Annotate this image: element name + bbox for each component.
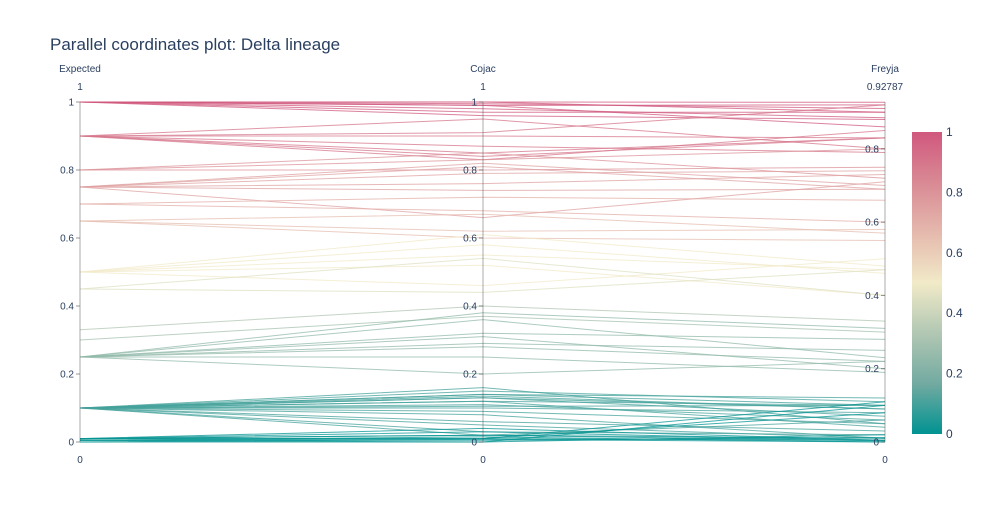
data-line: [79, 234, 886, 273]
data-line: [79, 166, 886, 190]
data-line: [79, 407, 886, 439]
data-line: [79, 336, 886, 370]
tick-label: 0.4: [865, 291, 879, 302]
data-line: [80, 401, 886, 440]
axis-label: Freyja: [871, 64, 899, 75]
axis-max-label: 1: [480, 82, 486, 93]
tick-label: 0: [873, 438, 879, 449]
colorbar-tick-label: 0.6: [946, 246, 963, 260]
tick-label: 0.6: [865, 218, 879, 229]
data-line: [79, 244, 886, 274]
axis-min-label: 0: [77, 455, 83, 466]
data-line: [79, 203, 886, 223]
axis-label: Expected: [59, 64, 101, 75]
tick-label: 1: [471, 98, 477, 109]
data-line: [79, 162, 886, 188]
data-line: [79, 436, 886, 443]
data-line: [79, 342, 886, 358]
data-line: [79, 407, 886, 425]
tick-label: 0.2: [865, 364, 879, 375]
data-line: [79, 196, 886, 205]
colorbar-tick-label: 1: [946, 125, 953, 139]
data-line: [79, 101, 886, 109]
data-line: [79, 101, 886, 120]
data-line: [79, 397, 886, 417]
data-line: [79, 438, 886, 443]
colorbar: 0 0.2 0.4 0.6 0.8 1: [912, 125, 963, 441]
data-line: [79, 257, 886, 296]
data-line: [79, 213, 886, 234]
tick-label: 0.8: [60, 166, 74, 177]
data-line: [79, 135, 886, 153]
data-line: [79, 312, 886, 358]
colorbar-tick-label: 0.8: [946, 185, 963, 199]
data-line: [79, 220, 886, 232]
tick-label: 0: [68, 438, 74, 449]
data-line: [79, 254, 886, 273]
data-line: [80, 135, 886, 139]
tick-label: 0.6: [463, 234, 477, 245]
data-line: [79, 319, 886, 359]
axis-max-label: 0.92787: [867, 82, 904, 93]
data-line: [79, 400, 886, 428]
data-line: [79, 404, 886, 409]
axis-label: Cojac: [470, 64, 496, 75]
data-line: [79, 135, 886, 157]
data-line: [80, 356, 886, 373]
data-line: [79, 390, 886, 409]
tick-label: 0.2: [463, 370, 477, 381]
data-line: [79, 118, 886, 150]
tick-label: 0.2: [60, 370, 74, 381]
data-line: [79, 152, 886, 179]
data-line: [79, 346, 886, 362]
data-line: [79, 101, 886, 128]
data-line: [79, 101, 885, 113]
data-line: [79, 393, 886, 409]
chart-title: Parallel coordinates plot: Delta lineage: [50, 35, 340, 54]
data-line: [79, 181, 886, 219]
data-line: [80, 437, 886, 441]
axis-min-label: 0: [480, 455, 486, 466]
tick-label: 0.4: [60, 302, 74, 313]
data-line: [79, 395, 886, 410]
axis-min-label: 0: [882, 455, 888, 466]
data-lines: [79, 101, 886, 443]
data-line: [80, 407, 886, 414]
tick-label: 0.4: [463, 302, 477, 313]
axes: Expected1000.20.40.60.81Cojac1000.20.40.…: [59, 64, 903, 466]
data-line: [79, 332, 886, 358]
data-line: [79, 258, 886, 287]
data-line: [79, 315, 886, 341]
tick-label: 0.8: [865, 144, 879, 155]
data-line: [79, 264, 886, 296]
tick-label: 0.6: [60, 234, 74, 245]
data-line: [79, 269, 886, 293]
tick-label: 0.8: [463, 166, 477, 177]
data-line: [79, 104, 886, 137]
tick-label: 1: [68, 98, 74, 109]
data-line: [79, 170, 886, 188]
data-line: [79, 186, 886, 191]
colorbar-tick-label: 0.4: [946, 306, 963, 320]
tick-label: 0: [471, 438, 477, 449]
colorbar-gradient: [912, 132, 942, 434]
data-line: [79, 148, 886, 171]
data-line: [79, 174, 886, 188]
axis-max-label: 1: [77, 82, 83, 93]
colorbar-tick-label: 0.2: [946, 367, 963, 381]
data-line: [79, 427, 886, 441]
data-line: [79, 407, 886, 432]
colorbar-tick-label: 0: [946, 427, 953, 441]
data-line: [79, 404, 886, 421]
data-line: [79, 387, 886, 425]
data-line: [79, 101, 886, 119]
